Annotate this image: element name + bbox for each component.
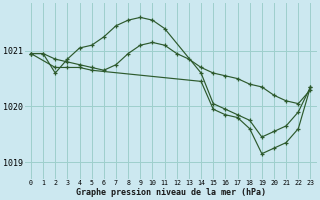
X-axis label: Graphe pression niveau de la mer (hPa): Graphe pression niveau de la mer (hPa): [76, 188, 266, 197]
